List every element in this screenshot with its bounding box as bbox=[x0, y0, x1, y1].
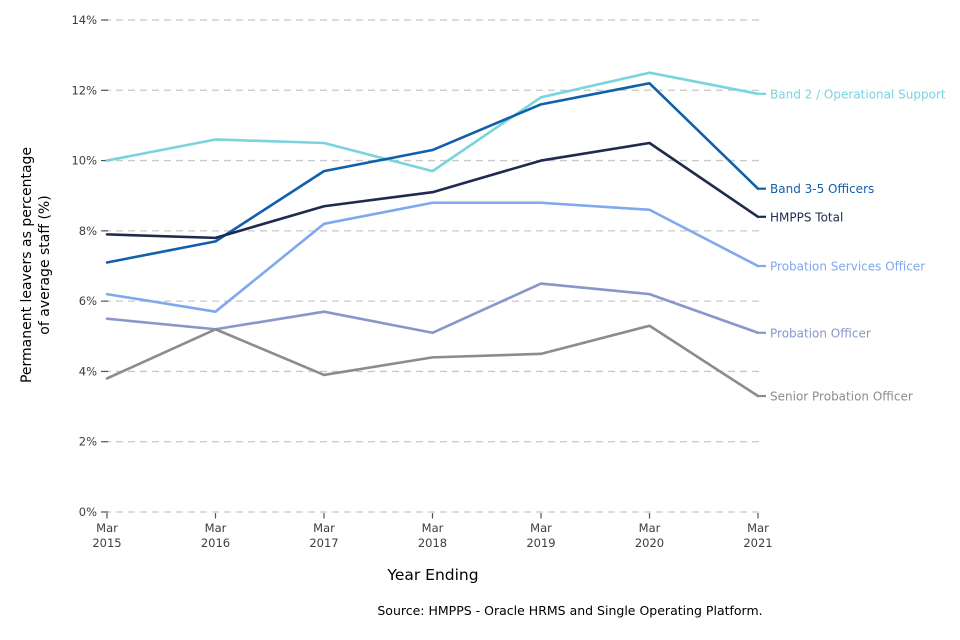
series-line-probation-officer bbox=[105, 282, 760, 335]
series-line-band-2-operational-support bbox=[105, 71, 760, 173]
y-tick-label: 8% bbox=[79, 224, 97, 238]
y-tick-label: 6% bbox=[79, 294, 97, 308]
x-tick-label: Mar 2015 bbox=[92, 521, 121, 550]
x-tick-label: Mar 2019 bbox=[526, 521, 555, 550]
y-tick-label: 2% bbox=[79, 435, 97, 449]
series-label-band-3-5-officers: Band 3-5 Officers bbox=[770, 182, 874, 196]
y-tick-label: 4% bbox=[79, 364, 97, 378]
x-axis-title: Year Ending bbox=[387, 566, 479, 584]
series-label-probation-services-officer: Probation Services Officer bbox=[770, 259, 925, 273]
x-tick-label: Mar 2018 bbox=[418, 521, 447, 550]
x-tick-label: Mar 2016 bbox=[201, 521, 230, 550]
x-tick-label: Mar 2017 bbox=[309, 521, 338, 550]
series-label-senior-probation-officer: Senior Probation Officer bbox=[770, 390, 913, 404]
series-label-band-2-operational-support: Band 2 / Operational Support bbox=[770, 87, 946, 101]
series-label-hmpps-total: HMPPS Total bbox=[770, 210, 843, 224]
y-axis-title: Permanent leavers as percentage of avera… bbox=[18, 147, 54, 383]
y-tick-label: 0% bbox=[79, 505, 97, 519]
y-axis-title-line2: of average staff (%) bbox=[37, 195, 53, 335]
series-line-band-3-5-officers bbox=[105, 81, 760, 264]
y-axis-title-line1: Permanent leavers as percentage bbox=[18, 146, 35, 384]
y-tick-label: 12% bbox=[71, 83, 97, 97]
series-line-hmpps-total bbox=[105, 141, 760, 240]
x-tick-label: Mar 2021 bbox=[743, 521, 772, 550]
series-line-senior-probation-officer bbox=[105, 324, 760, 398]
series-line-probation-services-officer bbox=[105, 201, 760, 313]
y-tick-label: 10% bbox=[71, 154, 97, 168]
series-label-probation-officer: Probation Officer bbox=[770, 326, 871, 340]
x-tick-label: Mar 2020 bbox=[635, 521, 664, 550]
y-tick-label: 14% bbox=[71, 13, 97, 27]
source-note: Source: HMPPS - Oracle HRMS and Single O… bbox=[377, 603, 763, 618]
